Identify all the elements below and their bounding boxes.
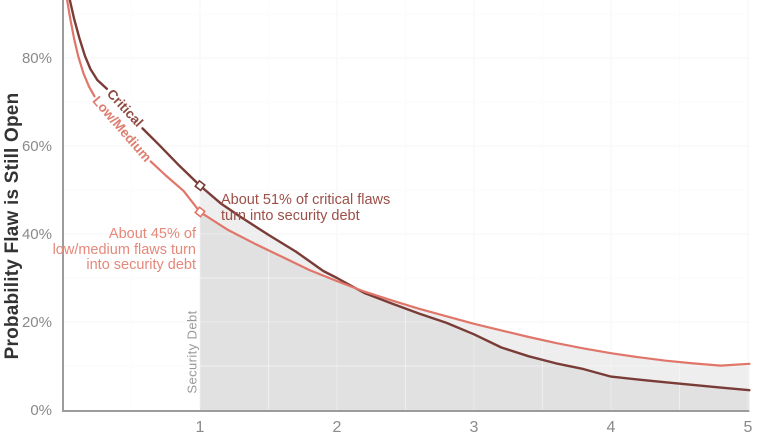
y-axis-title: Probability Flaw is Still Open — [2, 92, 23, 360]
y-tick-label: 80% — [22, 50, 52, 67]
x-tick-label: 3 — [470, 419, 479, 436]
annotation-critical-51pct: About 51% of critical flaws turn into se… — [221, 192, 391, 224]
x-tick-label: 2 — [333, 419, 342, 436]
y-tick-label: 40% — [22, 226, 52, 243]
curve-low-medium — [149, 160, 751, 367]
curve-critical — [141, 127, 751, 392]
y-tick-label: 60% — [22, 138, 52, 155]
curve-low-medium — [66, 0, 96, 98]
x-tick-label: 5 — [744, 419, 753, 436]
marker-low-medium — [194, 206, 206, 218]
annotation-low-medium-45pct: About 45% of low/medium flaws turn into … — [52, 226, 196, 273]
security-debt-label: Security Debt — [184, 310, 200, 394]
marker-critical — [194, 179, 206, 192]
y-tick-label: 0% — [30, 402, 52, 419]
x-tick-label: 1 — [196, 419, 205, 436]
x-tick-label: 4 — [607, 419, 616, 436]
curve-critical — [68, 0, 108, 90]
y-tick-label: 20% — [22, 314, 52, 331]
security-debt-area-low-medium — [200, 212, 750, 410]
